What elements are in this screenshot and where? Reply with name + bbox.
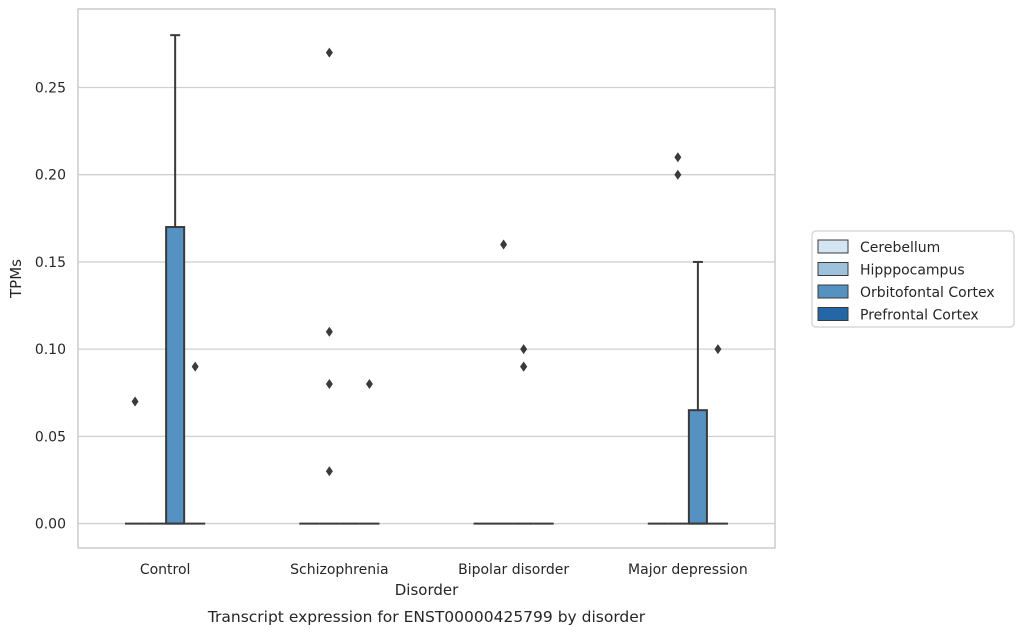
outlier-point xyxy=(325,326,333,337)
y-tick-label: 0.10 xyxy=(35,342,66,358)
legend-swatch xyxy=(817,239,849,254)
outlier-point xyxy=(131,396,139,407)
box-prefrontal-cortex xyxy=(359,379,380,525)
legend-label: Prefrontal Cortex xyxy=(860,308,979,324)
y-tick-label: 0.15 xyxy=(35,255,66,271)
legend-swatch xyxy=(817,262,849,276)
y-tick-label: 0.20 xyxy=(35,168,66,184)
boxes xyxy=(125,34,728,525)
y-tick-labels: 0.00 0.05 0.10 0.15 0.20 0.25 xyxy=(35,80,66,532)
plot-frame xyxy=(77,8,776,549)
outlier-point xyxy=(325,466,333,477)
box-cerebellum xyxy=(125,396,146,525)
outlier-point xyxy=(325,379,333,390)
y-tick-label: 0.05 xyxy=(35,429,66,445)
box-hipppocampus xyxy=(493,239,514,525)
y-axis-label: TPMs xyxy=(7,259,25,299)
legend-frame xyxy=(811,230,1015,328)
outlier-point xyxy=(500,239,508,250)
outlier-point xyxy=(714,344,722,355)
outlier-point xyxy=(674,152,682,163)
legend: Cerebellum Hipppocampus Orbitofontal Corte… xyxy=(811,230,1015,328)
x-tick-labels: Control Schizophrenia Bipolar disorder Majo… xyxy=(140,562,748,578)
legend-label: Orbitofontal Cortex xyxy=(860,285,995,301)
box-orbitofontal-cortex xyxy=(513,344,534,525)
outlier-point xyxy=(520,361,528,372)
box-body xyxy=(165,226,186,525)
box-orbitofontal-cortex xyxy=(165,34,186,525)
x-tick-label: Bipolar disorder xyxy=(458,562,569,578)
x-tick-label: Control xyxy=(140,562,191,578)
outlier-point xyxy=(191,361,199,372)
box-body xyxy=(687,409,708,525)
legend-label: Cerebellum xyxy=(860,240,940,256)
box-prefrontal-cortex xyxy=(185,361,206,525)
legend-swatch xyxy=(817,307,849,321)
x-axis-label: Disorder xyxy=(395,581,459,599)
outlier-point xyxy=(365,379,373,390)
outlier-point xyxy=(674,169,682,180)
box-prefrontal-cortex xyxy=(707,344,728,525)
legend-label: Hipppocampus xyxy=(860,263,965,279)
y-tick-label: 0.00 xyxy=(35,517,66,533)
box-hipppocampus xyxy=(667,152,688,525)
box-orbitofontal-cortex xyxy=(687,260,708,525)
y-tick-label: 0.25 xyxy=(35,80,66,96)
box-hipppocampus xyxy=(319,47,340,525)
outlier-point xyxy=(520,344,528,355)
x-tick-label: Major depression xyxy=(628,562,748,578)
x-tick-label: Schizophrenia xyxy=(290,562,388,578)
outlier-point xyxy=(325,47,333,58)
chart-caption: Transcript expression for ENST0000042579… xyxy=(207,608,646,626)
legend-swatch xyxy=(817,284,849,299)
